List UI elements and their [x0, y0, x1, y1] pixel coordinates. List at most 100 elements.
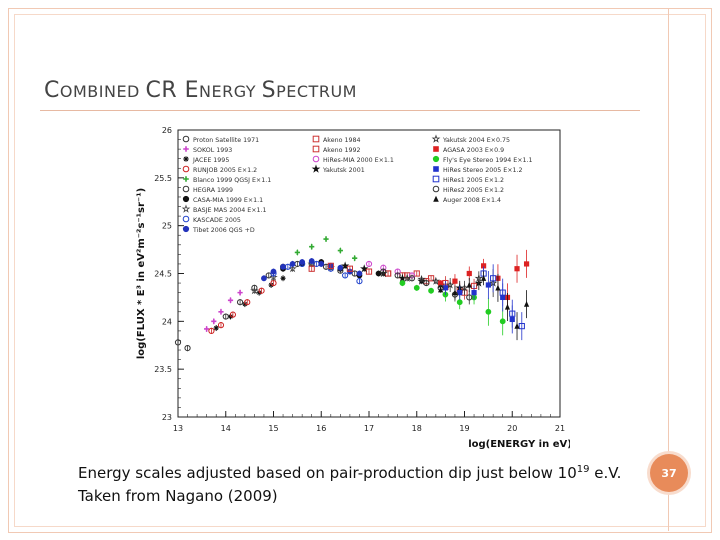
data-point — [485, 308, 492, 315]
caption-line-1: Energy scales adjusted based on pair-pro… — [78, 462, 621, 485]
data-point — [417, 274, 426, 283]
x-tick-label: 19 — [459, 424, 469, 433]
slide-frame-inner — [14, 14, 706, 527]
title-part-1: OMBINED — [59, 82, 146, 101]
data-point — [442, 285, 448, 291]
data-point — [204, 326, 210, 332]
data-point — [413, 284, 420, 291]
legend-label: KASCADE 2005 — [193, 217, 241, 224]
data-point — [360, 264, 369, 273]
y-tick-label: 26 — [162, 126, 172, 135]
slide-caption: Energy scales adjusted based on pair-pro… — [78, 462, 621, 508]
data-point — [236, 299, 244, 306]
legend-marker — [312, 145, 320, 153]
data-point — [289, 261, 296, 267]
caption-line-2: Taken from Nagano (2009) — [78, 487, 278, 505]
data-point — [356, 278, 363, 285]
legend-marker — [183, 156, 189, 162]
data-point — [299, 259, 306, 265]
legend-marker — [433, 146, 439, 152]
slide-right-rule — [668, 8, 669, 531]
data-point — [217, 322, 225, 329]
data-point — [514, 323, 520, 329]
data-point — [222, 313, 229, 320]
data-point — [237, 290, 243, 296]
y-tick-label: 23.5 — [154, 365, 172, 374]
title-part-4: S — [261, 78, 277, 103]
legend-marker — [182, 215, 190, 223]
data-point — [352, 255, 358, 261]
data-point — [466, 294, 473, 301]
data-point — [309, 244, 315, 250]
caption-superscript: 19 — [576, 464, 590, 475]
data-point — [518, 323, 525, 330]
data-point — [499, 289, 506, 296]
legend-label: Auger 2008 E×1.4 — [443, 197, 501, 204]
data-point — [509, 310, 516, 317]
caption-text-1b: e.V. — [589, 464, 622, 482]
data-point — [337, 264, 344, 271]
legend-label: AGASA 2003 E×0.9 — [443, 147, 504, 154]
legend-label: HiRes1 2005 E×1.2 — [443, 177, 504, 184]
slide-frame-outer — [8, 8, 712, 533]
title-part-5: PECTRUM — [276, 82, 357, 101]
data-point — [452, 278, 458, 284]
data-point — [294, 249, 300, 256]
data-point — [495, 284, 501, 291]
data-point — [229, 311, 237, 318]
data-point — [431, 276, 441, 285]
data-point — [380, 268, 387, 275]
data-point — [308, 265, 315, 272]
y-tick-label: 25 — [162, 222, 172, 231]
x-tick-label: 14 — [221, 424, 231, 433]
data-point — [258, 287, 265, 294]
legend-marker — [312, 155, 320, 163]
legend-marker — [182, 195, 190, 203]
legend-label: HiRes Stereo 2005 E×1.2 — [443, 167, 523, 174]
y-tick-label: 24 — [162, 317, 172, 326]
y-axis-label: log(FLUX * E³ in eV²m⁻²s⁻¹sr⁻¹) — [136, 188, 147, 359]
y-tick-label: 24.5 — [154, 270, 172, 279]
legend-marker — [182, 185, 190, 193]
data-point — [408, 275, 416, 282]
data-point — [270, 268, 277, 275]
energy-spectrum-chart: 13 14 15 16 17 18 19 20 21 23 23.5 24 24.5 25 25.5 26 lo… — [136, 126, 570, 450]
title-part-3: NERGY — [199, 82, 262, 101]
data-point — [270, 279, 277, 287]
legend-marker — [181, 204, 191, 213]
x-tick-label: 17 — [364, 424, 374, 433]
legend-label: BASJE MAS 2004 E×1.1 — [193, 207, 267, 214]
data-point — [337, 247, 343, 254]
legend-label: HiRes-MIA 2000 E×1.1 — [323, 157, 394, 164]
data-point — [208, 327, 215, 334]
legend-label: Yakutsk 2001 — [322, 167, 365, 174]
data-point — [452, 289, 458, 296]
data-point — [280, 275, 286, 281]
data-point — [466, 270, 472, 277]
data-point — [423, 279, 430, 287]
data-point — [474, 273, 484, 282]
x-axis-label: log(ENERGY in eV) — [468, 439, 570, 450]
data-point — [438, 286, 444, 293]
x-tick-label: 20 — [507, 424, 517, 433]
legend-marker — [183, 176, 189, 182]
data-point — [184, 345, 191, 352]
legend-label: SOKOL 1993 — [193, 147, 232, 154]
data-point — [211, 318, 217, 324]
legend-label: Proton Satellite 1971 — [193, 137, 259, 144]
legend-marker — [182, 165, 190, 173]
data-point — [504, 303, 511, 310]
x-tick-label: 18 — [412, 424, 422, 433]
data-point — [280, 263, 286, 270]
legend-marker — [183, 146, 189, 152]
data-point — [445, 280, 455, 289]
data-point — [481, 275, 487, 281]
data-point — [261, 275, 267, 282]
data-point — [218, 309, 224, 315]
data-point — [308, 258, 315, 264]
data-point — [213, 325, 219, 331]
legend-label: Yakutsk 2004 E×0.75 — [442, 137, 510, 144]
data-point — [523, 261, 530, 267]
data-point — [365, 260, 373, 268]
data-point — [428, 287, 434, 294]
